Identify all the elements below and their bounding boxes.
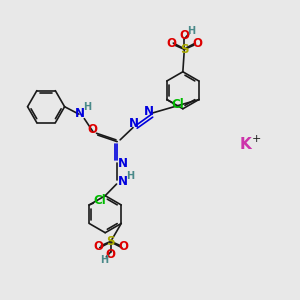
Text: H: H xyxy=(127,171,135,181)
Text: +: + xyxy=(251,134,261,144)
Text: O: O xyxy=(192,38,202,50)
Text: O: O xyxy=(118,240,128,253)
Text: N: N xyxy=(129,117,139,130)
Text: N: N xyxy=(118,175,128,188)
Text: O: O xyxy=(167,38,177,50)
Text: H: H xyxy=(83,102,92,112)
Text: K: K xyxy=(240,136,251,152)
Text: H: H xyxy=(187,26,195,36)
Text: Cl: Cl xyxy=(93,194,106,207)
Text: O: O xyxy=(179,29,189,42)
Text: S: S xyxy=(180,43,189,56)
Text: O: O xyxy=(93,240,103,253)
Text: Cl: Cl xyxy=(171,98,184,111)
Text: N: N xyxy=(118,157,128,170)
Text: O: O xyxy=(106,248,116,261)
Text: H: H xyxy=(100,255,108,265)
Text: N: N xyxy=(143,105,154,118)
Text: S: S xyxy=(106,235,115,248)
Text: O: O xyxy=(87,123,97,136)
Text: N: N xyxy=(75,107,85,120)
